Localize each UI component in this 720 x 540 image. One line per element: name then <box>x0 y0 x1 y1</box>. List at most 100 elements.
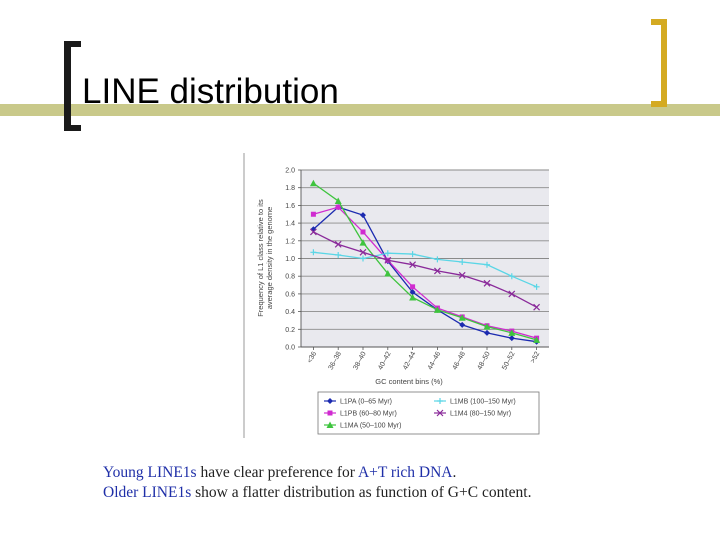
y-tick-label: 0.6 <box>285 291 295 298</box>
y-tick-label: 0.4 <box>285 309 295 316</box>
title-accent-bar <box>0 104 720 116</box>
data-point <box>484 329 490 336</box>
data-point <box>359 239 367 246</box>
data-point <box>327 398 333 404</box>
legend-label: L1MA (50–100 Myr) <box>340 423 401 430</box>
series-line <box>313 206 537 339</box>
x-tick-label: <36 <box>306 351 318 365</box>
data-point <box>508 335 515 342</box>
x-tick-label: 48–50 <box>476 351 491 372</box>
data-point <box>410 284 416 290</box>
y-tick-label: 1.8 <box>285 185 295 192</box>
series-line <box>313 251 537 288</box>
data-point <box>458 271 466 279</box>
x-axis-title: GC content bins (%) <box>375 377 443 386</box>
data-point <box>335 251 342 258</box>
data-point <box>533 336 541 343</box>
x-tick-label: 40–42 <box>377 351 392 372</box>
legend-entry: L1M4 (80–150 Myr) <box>434 409 511 418</box>
right-gold-bracket-bottom <box>651 101 667 107</box>
legend-entry: L1PA (0–65 Myr) <box>324 398 392 406</box>
data-point <box>334 197 342 204</box>
x-tick-label: 38–40 <box>352 351 367 372</box>
data-point <box>310 211 316 217</box>
y-tick-label: 2.0 <box>285 168 295 175</box>
data-point <box>483 323 491 330</box>
x-tick-label: 50–52 <box>501 351 516 372</box>
caption-segment: show a flatter distribution as function … <box>191 484 532 501</box>
y-tick-label: 0.0 <box>285 345 295 352</box>
y-tick-label: 1.4 <box>285 221 295 228</box>
caption-segment: have clear preference for <box>196 464 358 481</box>
y-tick-label: 1.2 <box>285 238 295 245</box>
data-point <box>327 410 333 416</box>
left-bracket <box>64 41 71 131</box>
legend-label: L1MB (100–150 Myr) <box>450 399 516 406</box>
data-point <box>409 293 417 301</box>
y-axis-title-line: average density in the genome <box>265 207 274 310</box>
data-point <box>508 329 516 336</box>
legend-entry: L1MB (100–150 Myr) <box>434 398 516 406</box>
series-line <box>313 231 537 308</box>
data-point <box>433 306 441 313</box>
data-point <box>309 228 317 236</box>
legend-box <box>317 391 540 435</box>
data-point <box>334 240 342 248</box>
data-point <box>484 261 490 268</box>
x-tick-label: 42–44 <box>402 351 417 372</box>
caption-line-2: Older LINE1s show a flatter distribution… <box>103 484 531 502</box>
data-point <box>483 279 491 287</box>
data-point <box>384 270 392 277</box>
data-point <box>359 248 367 256</box>
data-point <box>508 290 516 298</box>
legend-label: L1M4 (80–150 Myr) <box>450 411 511 418</box>
data-point <box>384 256 392 264</box>
data-point <box>409 261 417 269</box>
data-point <box>360 229 366 235</box>
caption-segment: Young LINE1s <box>103 464 197 481</box>
data-point <box>326 421 334 428</box>
legend-entry: L1MA (50–100 Myr) <box>324 421 401 430</box>
data-point <box>309 179 317 187</box>
caption-segment: A+T rich DNA <box>357 464 453 481</box>
data-point <box>436 409 444 417</box>
left-bracket-bottom <box>64 125 81 131</box>
series-group <box>310 249 540 290</box>
legend-label: L1PA (0–65 Myr) <box>340 399 392 406</box>
right-gold-bracket-top <box>651 19 667 25</box>
left-bracket-top <box>64 41 81 47</box>
series-group <box>309 179 541 343</box>
data-point <box>508 273 515 280</box>
caption-line-1: Young LINE1s have clear preference for A… <box>103 464 456 482</box>
data-point <box>360 212 366 219</box>
x-tick-label: 46–48 <box>452 351 467 372</box>
y-tick-label: 1.0 <box>285 256 295 263</box>
y-tick-label: 1.6 <box>285 203 295 210</box>
y-tick-label: 0.8 <box>285 274 295 281</box>
data-point <box>434 256 441 263</box>
slide-title: LINE distribution <box>82 72 339 111</box>
data-point <box>433 267 441 275</box>
y-tick-label: 0.2 <box>285 327 295 334</box>
data-point <box>360 255 366 262</box>
x-tick-label: 44–46 <box>427 351 442 372</box>
data-point <box>409 289 416 296</box>
series-line <box>312 206 537 343</box>
data-point <box>459 321 466 328</box>
data-point <box>459 259 466 266</box>
data-point <box>409 251 416 258</box>
caption-segment: Older LINE1s <box>103 484 192 501</box>
legend-entry: L1PB (60–80 Myr) <box>324 410 397 418</box>
data-point <box>437 398 443 404</box>
series-line <box>313 182 537 341</box>
y-axis-title-line: Frequency of L1 class relative to its <box>256 199 265 317</box>
caption-segment: . <box>452 464 457 481</box>
right-gold-bracket <box>661 19 667 107</box>
x-tick-label: 36–38 <box>328 351 343 372</box>
data-point <box>458 314 466 321</box>
data-point <box>533 283 540 290</box>
legend-label: L1PB (60–80 Myr) <box>340 411 397 418</box>
data-point <box>310 249 317 256</box>
x-tick-label: >52 <box>530 351 542 365</box>
